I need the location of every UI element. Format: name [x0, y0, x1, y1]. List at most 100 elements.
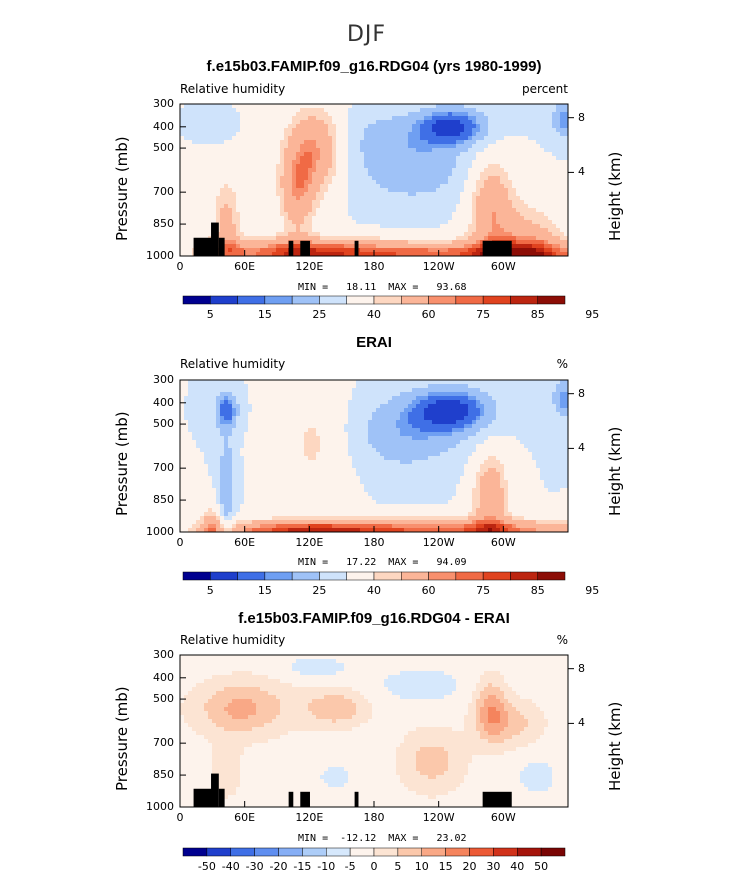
heatmap-cell: [284, 196, 288, 200]
heatmap-cell: [184, 108, 188, 112]
heatmap-cell: [496, 144, 500, 148]
heatmap-cell: [372, 232, 376, 236]
heatmap-cell: [276, 104, 280, 108]
heatmap-cell: [556, 236, 560, 240]
heatmap-cell: [412, 200, 416, 204]
heatmap-cell: [296, 416, 300, 420]
heatmap-cell: [232, 220, 236, 224]
heatmap-cell: [468, 140, 472, 144]
heatmap-cell: [288, 416, 292, 420]
heatmap-cell: [540, 420, 544, 424]
heatmap-cell: [372, 136, 376, 140]
heatmap-cell: [292, 144, 296, 148]
heatmap-cell: [520, 248, 524, 252]
heatmap-cell: [492, 392, 496, 396]
heatmap-cell: [480, 212, 484, 216]
heatmap-cell: [516, 244, 520, 248]
heatmap-cell: [296, 380, 300, 384]
heatmap-cell: [344, 384, 348, 388]
heatmap-cell: [332, 148, 336, 152]
heatmap-cell: [516, 236, 520, 240]
heatmap-cell: [204, 172, 208, 176]
heatmap-cell: [316, 228, 320, 232]
heatmap-cell: [420, 236, 424, 240]
heatmap-cell: [340, 152, 344, 156]
heatmap-cell: [256, 120, 260, 124]
heatmap-cell: [240, 236, 244, 240]
heatmap-cell: [392, 116, 396, 120]
heatmap-cell: [208, 416, 212, 420]
heatmap-cell: [424, 188, 428, 192]
heatmap-cell: [552, 196, 556, 200]
heatmap-cell: [436, 216, 440, 220]
heatmap-cell: [512, 248, 516, 252]
heatmap-cell: [252, 388, 256, 392]
heatmap-cell: [540, 224, 544, 228]
heatmap-cell: [196, 108, 200, 112]
heatmap-cell: [388, 196, 392, 200]
heatmap-cell: [196, 136, 200, 140]
heatmap-cell: [180, 212, 184, 216]
heatmap-cell: [460, 428, 464, 432]
heatmap-cell: [376, 200, 380, 204]
heatmap-cell: [324, 176, 328, 180]
heatmap-cell: [228, 228, 232, 232]
heatmap-cell: [492, 124, 496, 128]
heatmap-cell: [384, 400, 388, 404]
heatmap-cell: [460, 408, 464, 412]
heatmap-cell: [352, 180, 356, 184]
heatmap-cell: [304, 200, 308, 204]
heatmap-cell: [532, 424, 536, 428]
heatmap-cell: [432, 404, 436, 408]
heatmap-cell: [316, 212, 320, 216]
heatmap-cell: [352, 428, 356, 432]
heatmap-cell: [492, 232, 496, 236]
heatmap-cell: [272, 384, 276, 388]
heatmap-cell: [524, 420, 528, 424]
heatmap-cell: [212, 104, 216, 108]
heatmap-cell: [228, 156, 232, 160]
heatmap-cell: [296, 132, 300, 136]
heatmap-cell: [380, 132, 384, 136]
heatmap-cell: [188, 224, 192, 228]
heatmap-cell: [404, 184, 408, 188]
heatmap-cell: [380, 120, 384, 124]
heatmap-cell: [332, 212, 336, 216]
heatmap-cell: [416, 216, 420, 220]
heatmap-cell: [468, 168, 472, 172]
heatmap-cell: [400, 232, 404, 236]
heatmap-cell: [404, 204, 408, 208]
heatmap-cell: [428, 420, 432, 424]
heatmap-cell: [188, 176, 192, 180]
heatmap-cell: [376, 208, 380, 212]
heatmap-cell: [404, 216, 408, 220]
heatmap-cell: [348, 212, 352, 216]
heatmap-cell: [448, 172, 452, 176]
heatmap-cell: [260, 148, 264, 152]
heatmap-cell: [488, 168, 492, 172]
heatmap-cell: [384, 192, 388, 196]
heatmap-cell: [388, 156, 392, 160]
heatmap-cell: [212, 168, 216, 172]
heatmap-cell: [340, 120, 344, 124]
heatmap-cell: [376, 168, 380, 172]
heatmap-cell: [248, 384, 252, 388]
heatmap-cell: [436, 412, 440, 416]
heatmap-cell: [412, 156, 416, 160]
heatmap-cell: [188, 212, 192, 216]
heatmap-cell: [328, 388, 332, 392]
heatmap-cell: [548, 156, 552, 160]
heatmap-cell: [392, 208, 396, 212]
heatmap-cell: [456, 400, 460, 404]
heatmap-cell: [528, 188, 532, 192]
heatmap-cell: [428, 428, 432, 432]
heatmap-cell: [476, 168, 480, 172]
heatmap-cell: [404, 152, 408, 156]
heatmap-cell: [244, 172, 248, 176]
heatmap-cell: [520, 388, 524, 392]
heatmap-cell: [224, 388, 228, 392]
heatmap-cell: [328, 232, 332, 236]
heatmap-cell: [200, 136, 204, 140]
heatmap-cell: [256, 168, 260, 172]
heatmap-cell: [520, 408, 524, 412]
